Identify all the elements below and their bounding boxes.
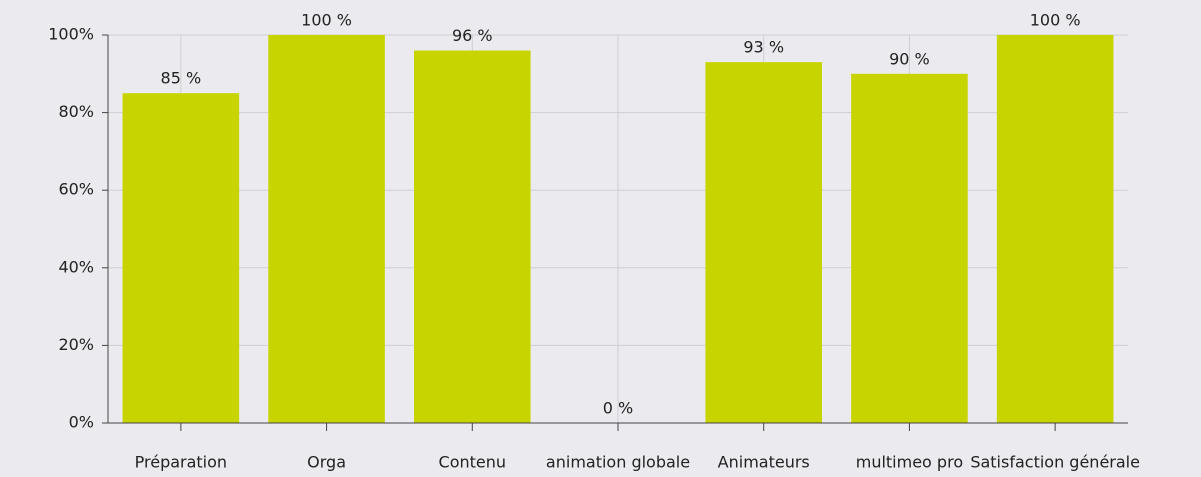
- y-tick-label: 80%: [58, 102, 94, 121]
- x-tick-label: Contenu: [439, 453, 507, 472]
- value-label: 85 %: [161, 69, 202, 88]
- y-tick-label: 20%: [58, 335, 94, 354]
- x-tick-label: multimeo pro: [856, 453, 963, 472]
- bar: [414, 50, 531, 424]
- value-label: 100 %: [1030, 11, 1081, 30]
- bar: [122, 93, 240, 423]
- x-tick-label: animation globale: [546, 453, 690, 472]
- y-tick-label: 40%: [58, 257, 94, 276]
- y-tick-label: 100%: [48, 25, 94, 44]
- bar: [268, 35, 385, 423]
- x-tick-label: Satisfaction générale: [970, 453, 1140, 472]
- y-tick-label: 0%: [69, 413, 94, 432]
- y-tick-label: 60%: [58, 180, 94, 199]
- value-label: 90 %: [889, 49, 930, 68]
- x-tick-label: Animateurs: [718, 453, 810, 472]
- value-label: 0 %: [603, 399, 633, 418]
- value-label: 100 %: [301, 11, 352, 30]
- value-label: 93 %: [743, 38, 784, 57]
- bar: [996, 35, 1114, 423]
- x-tick-label: Orga: [307, 453, 346, 472]
- value-label: 96 %: [452, 26, 493, 45]
- bar: [705, 62, 822, 423]
- x-tick-label: Préparation: [135, 453, 227, 472]
- bar: [851, 73, 968, 424]
